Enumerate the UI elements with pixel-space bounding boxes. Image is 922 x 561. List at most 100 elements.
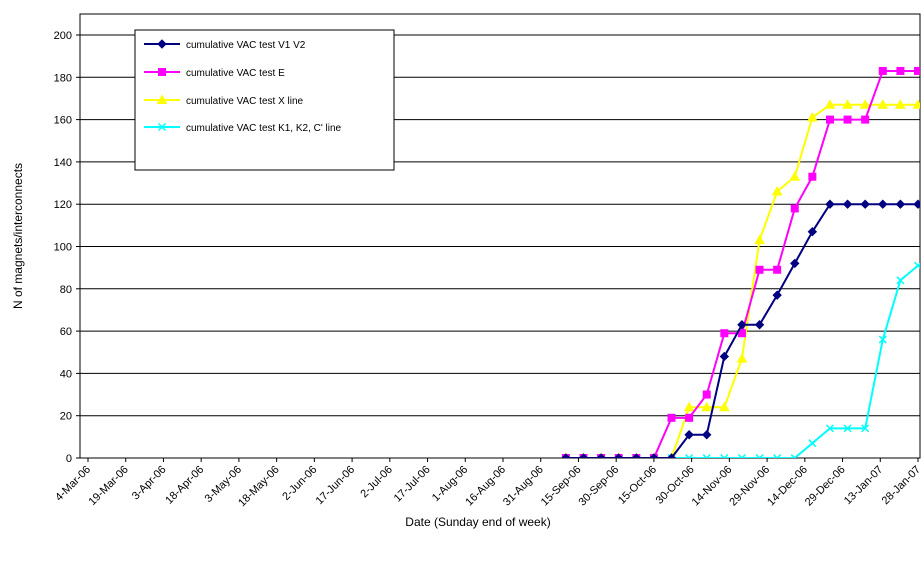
legend-marker — [157, 122, 167, 132]
data-point — [790, 258, 800, 269]
data-point — [825, 115, 834, 124]
legend-label: cumulative VAC test X line — [186, 96, 304, 107]
legend-label: cumulative VAC test K1, K2, C' line — [186, 123, 342, 134]
marker-stroke — [740, 453, 746, 458]
data-point — [877, 99, 889, 109]
series-1 — [561, 199, 920, 458]
x-tick-label: 14-Nov-06 — [690, 464, 735, 509]
x-tick-label: 17-Jun-06 — [314, 464, 358, 508]
data-point — [561, 453, 571, 458]
data-point — [683, 401, 695, 412]
y-tick-label: 0 — [66, 453, 72, 465]
data-point — [912, 99, 920, 109]
y-axis-ticks: 0 20 40 60 80 100 120 140 160 180 200 — [54, 30, 80, 465]
y-tick-label: 140 — [54, 157, 72, 169]
y-tick-label: 100 — [54, 242, 72, 254]
data-point — [754, 234, 765, 245]
data-point — [861, 115, 870, 124]
x-tick-label: 18-Apr-06 — [163, 464, 206, 507]
y-tick-label: 20 — [60, 411, 72, 423]
legend-item: cumulative VAC test V1 V2 — [144, 39, 306, 51]
x-tick-label: 15-Oct-06 — [616, 464, 659, 507]
data-point — [878, 66, 887, 75]
legend-label: cumulative VAC test V1 V2 — [186, 40, 306, 51]
y-tick-label: 120 — [54, 199, 72, 211]
marker-stroke — [808, 439, 817, 448]
marker-stroke — [720, 453, 726, 458]
x-tick-label: 30-Sep-06 — [576, 464, 621, 509]
data-point — [913, 261, 920, 270]
data-point — [825, 424, 835, 433]
data-point — [825, 199, 835, 209]
data-point — [701, 401, 713, 412]
data-point — [666, 453, 677, 458]
marker-stroke — [157, 122, 167, 132]
marker-stroke — [878, 335, 887, 344]
series-line — [565, 69, 920, 458]
data-point — [684, 430, 694, 440]
data-point — [808, 439, 817, 448]
y-tick-label: 60 — [60, 326, 72, 338]
data-point — [790, 204, 799, 213]
x-axis-title: Date (Sunday end of week) — [405, 515, 550, 529]
data-point — [702, 453, 711, 458]
series-line — [565, 263, 920, 458]
data-point — [737, 453, 746, 458]
data-point — [842, 99, 853, 109]
legend: cumulative VAC test V1 V2 cumulative VAC … — [134, 29, 395, 171]
marker-stroke — [705, 453, 711, 458]
data-point — [807, 226, 818, 237]
x-tick-label: 2-Jul-06 — [358, 464, 395, 501]
data-point — [718, 401, 730, 412]
marker-stroke — [737, 453, 744, 458]
data-point — [859, 99, 871, 109]
data-point — [789, 171, 801, 181]
y-axis-title: N of magnets/interconnects — [11, 163, 25, 309]
data-point — [860, 199, 870, 209]
marker-stroke — [793, 453, 799, 458]
x-tick-label: 13-Jan-07 — [842, 464, 886, 508]
marker-stroke — [688, 453, 694, 458]
marker-stroke — [896, 276, 905, 285]
marker-stroke — [776, 453, 782, 458]
marker-stroke — [758, 453, 764, 458]
marker-stroke — [723, 453, 729, 458]
x-tick-label: 17-Jul-06 — [392, 464, 433, 505]
data-point — [842, 199, 853, 209]
x-tick-label: 29-Dec-06 — [803, 464, 848, 509]
data-point — [754, 320, 765, 330]
marker-stroke — [755, 453, 761, 458]
data-point — [702, 430, 712, 440]
marker-stroke — [825, 424, 835, 433]
marker-stroke — [861, 424, 870, 433]
legend-item: cumulative VAC test K1, K2, C' line — [144, 122, 342, 134]
x-tick-label: 3-Apr-06 — [130, 464, 169, 503]
data-point — [773, 453, 782, 458]
data-point — [808, 172, 817, 181]
data-point — [720, 329, 729, 338]
data-point — [913, 199, 920, 209]
x-tick-label: 19-Mar-06 — [86, 464, 130, 508]
data-point — [861, 424, 870, 433]
data-point — [737, 320, 747, 330]
x-tick-label: 31-Aug-06 — [501, 464, 546, 509]
x-tick-label: 18-May-06 — [236, 464, 282, 510]
data-point — [736, 353, 748, 363]
series-line — [565, 203, 920, 458]
data-point — [843, 115, 852, 124]
marker-stroke — [790, 453, 796, 458]
x-tick-label: 29-Nov-06 — [727, 464, 772, 509]
data-point — [755, 265, 764, 274]
data-point — [878, 335, 887, 344]
data-point — [578, 453, 589, 458]
legend-item: cumulative VAC test X line — [144, 94, 304, 107]
marker-stroke — [685, 453, 691, 458]
data-point — [772, 290, 782, 300]
y-tick-label: 180 — [54, 72, 72, 84]
data-point — [895, 199, 906, 209]
y-tick-label: 200 — [54, 30, 72, 42]
marker-stroke — [843, 424, 852, 433]
legend-marker — [157, 39, 167, 49]
series-group — [561, 66, 920, 458]
